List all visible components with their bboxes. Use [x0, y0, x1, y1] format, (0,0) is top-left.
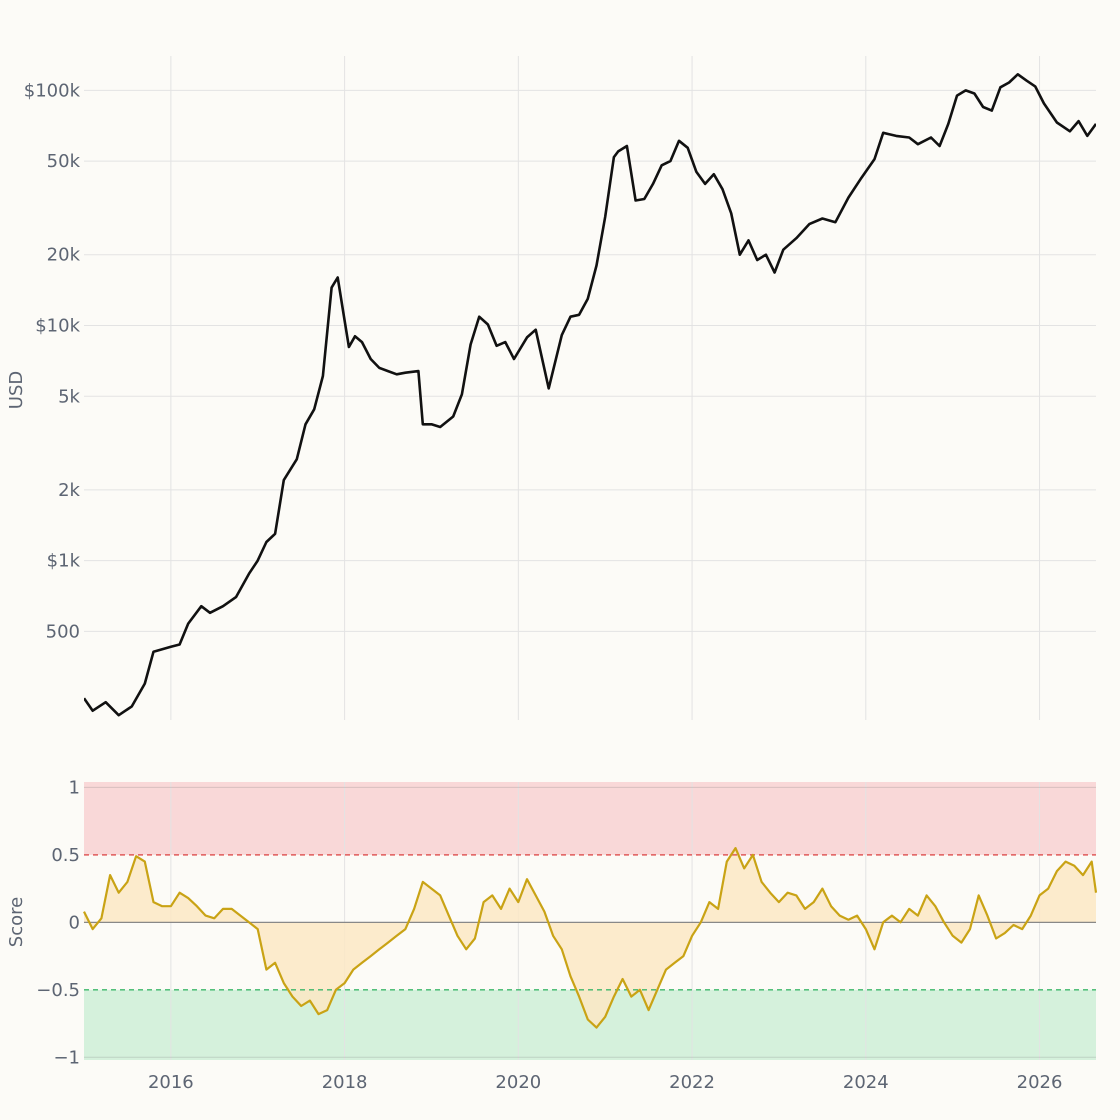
score-y-tick-label: 0.5: [51, 845, 80, 866]
x-tick-label: 2024: [843, 1072, 889, 1093]
x-tick-label: 2018: [322, 1072, 368, 1093]
score-y-axis-title: Score: [6, 897, 27, 947]
score-y-tick-label: −0.5: [36, 980, 80, 1001]
price-y-tick-label: $1k: [47, 551, 81, 572]
price-y-tick-label: 5k: [58, 386, 80, 407]
score-area-fill: [84, 848, 1096, 1028]
price-y-axis-title: USD: [6, 371, 27, 409]
price-series-line: [84, 73, 1096, 717]
x-tick-label: 2016: [148, 1072, 194, 1093]
x-tick-label: 2020: [495, 1072, 541, 1093]
score-y-tick-label: 1: [69, 777, 80, 798]
price-y-tick-label: $100k: [24, 80, 81, 101]
price-y-tick-label: 50k: [47, 151, 81, 172]
score-series-line: [83, 846, 1098, 1029]
price-y-tick-label: 20k: [47, 245, 81, 266]
score-panel: 2016 2018 2020 2022 2024 2026 1 0.5 0 −0.5 −1: [36, 777, 1098, 1093]
price-y-tick-label: 2k: [58, 480, 80, 501]
score-y-tick-label: −1: [53, 1047, 80, 1068]
price-y-tick-label: $10k: [35, 315, 80, 336]
score-band: [84, 782, 1096, 855]
price-panel: 500 $1k 2k 5k $10k 20k 50k $100k: [24, 56, 1096, 720]
price-y-tick-label: 500: [46, 621, 80, 642]
x-tick-label: 2026: [1017, 1072, 1063, 1093]
score-y-tick-label: 0: [69, 912, 80, 933]
x-tick-label: 2022: [669, 1072, 715, 1093]
